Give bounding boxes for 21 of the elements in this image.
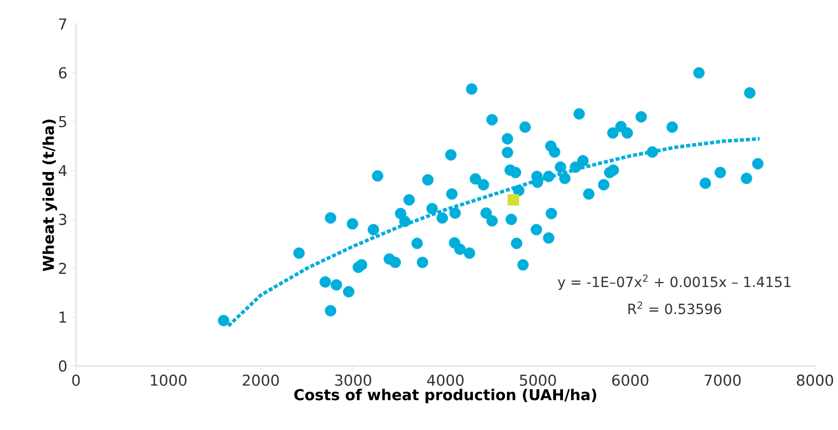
- x-tick-label: 1000: [150, 374, 186, 386]
- annotation: R$^{2}$ = 0.53596: [628, 301, 722, 314]
- y-tick-label: 4: [58, 165, 67, 176]
- x-tick-label: 8000: [796, 374, 834, 386]
- y-tick-label: 7: [59, 18, 66, 30]
- y-tick-label: 5: [59, 116, 66, 128]
- y-axis-title: Wheat yield (t/ha): [42, 120, 58, 272]
- y-tick-label: 1: [60, 312, 66, 323]
- x-tick-label: 2000: [242, 374, 279, 386]
- x-tick-label: 6000: [612, 374, 648, 386]
- y-tick-label: 6: [58, 67, 67, 79]
- x-tick-label: 3000: [335, 374, 372, 386]
- x-axis-title: Costs of wheat production (UAH/ha): [294, 388, 596, 404]
- x-tick-label: 4000: [427, 374, 464, 386]
- y-tick-label: 2: [59, 262, 66, 274]
- x-tick-label: 5000: [520, 374, 556, 386]
- x-tick-label: 0: [72, 374, 80, 386]
- y-tick-label: 3: [59, 214, 66, 226]
- x-tick-label: 7000: [704, 374, 741, 386]
- annotation: y = -1E–07x$^{2}$ + 0.0015x – 1.4151: [558, 274, 790, 290]
- y-tick-label: 0: [58, 360, 66, 372]
